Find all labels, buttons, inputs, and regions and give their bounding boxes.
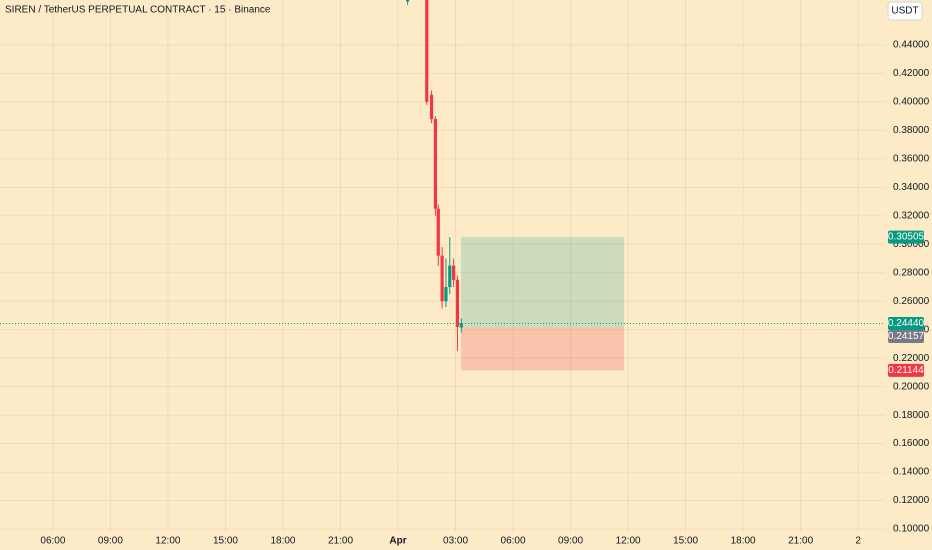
x-tick-label: 12:00 [616, 536, 641, 547]
x-tick-label: Apr [389, 536, 406, 547]
last-price-tag: 0.24440 [888, 318, 925, 329]
y-tick-label: 0.10000 [893, 524, 930, 535]
x-tick-label: 09:00 [98, 536, 123, 547]
y-tick-label: 0.16000 [893, 438, 930, 449]
candle-body [459, 323, 463, 328]
candle-body [448, 265, 452, 287]
y-tick-label: 0.22000 [893, 353, 930, 364]
candle-body [444, 286, 448, 302]
profit-zone [461, 237, 625, 328]
x-tick-label: 18:00 [270, 536, 295, 547]
x-tick-label: 12:00 [155, 536, 180, 547]
plot [0, 0, 885, 371]
y-tick-label: 0.20000 [893, 381, 930, 392]
stop-tag: 0.21144 [888, 365, 924, 376]
target-tag: 0.30505 [888, 232, 925, 243]
x-tick-label: 06:00 [501, 536, 526, 547]
y-tick-label: 0.38000 [893, 125, 930, 136]
y-tick-label: 0.12000 [893, 495, 930, 506]
candle-body [436, 208, 440, 256]
currency-label[interactable]: USDT [891, 6, 918, 17]
x-tick-label: 21:00 [328, 536, 353, 547]
y-tick-label: 0.34000 [893, 182, 930, 193]
y-tick-label: 0.26000 [893, 296, 930, 307]
y-tick-label: 0.18000 [893, 410, 930, 421]
x-tick-label: 15:00 [673, 536, 698, 547]
y-tick-label: 0.40000 [893, 97, 930, 108]
axis: 0.10000 0.12000 0.14000 0.16000 0.18000 0.200… [40, 40, 929, 547]
candle-body [455, 279, 460, 327]
y-tick-label: 0.32000 [893, 210, 930, 221]
entry-tag-box [888, 329, 924, 343]
x-tick-label: 2 [855, 536, 861, 547]
currency-box[interactable] [887, 1, 923, 21]
stop-tag-box [888, 363, 924, 377]
y-tick-label: 0.28000 [893, 267, 930, 278]
candle-body [433, 119, 438, 209]
chart-title: SIREN / TetherUS PERPETUAL CONTRACT · 15… [5, 5, 271, 16]
y-tick-label: 0.44000 [893, 40, 930, 51]
y-tick-label: 0.14000 [893, 467, 930, 478]
candle-body [452, 265, 456, 280]
candle-body [425, 0, 429, 102]
x-tick-label: 15:00 [213, 536, 238, 547]
y-tick-label: 0.42000 [893, 68, 930, 79]
x-tick-label: 03:00 [443, 536, 468, 547]
candle-body [406, 0, 410, 2]
x-tick-label: 06:00 [40, 536, 65, 547]
y-tick-label: 0.36000 [893, 154, 930, 165]
x-tick-label: 18:00 [731, 536, 756, 547]
y-tick-label: 0.30000 [893, 239, 930, 250]
last-price-tag-box [888, 316, 924, 330]
x-tick-label: 09:00 [558, 536, 583, 547]
candle-body [440, 255, 444, 302]
x-tick-label: 21:00 [788, 536, 813, 547]
target-tag-box [888, 230, 924, 244]
loss-zone [461, 327, 625, 371]
candle-body [429, 94, 434, 120]
entry-tag: 0.24157 [888, 331, 925, 342]
